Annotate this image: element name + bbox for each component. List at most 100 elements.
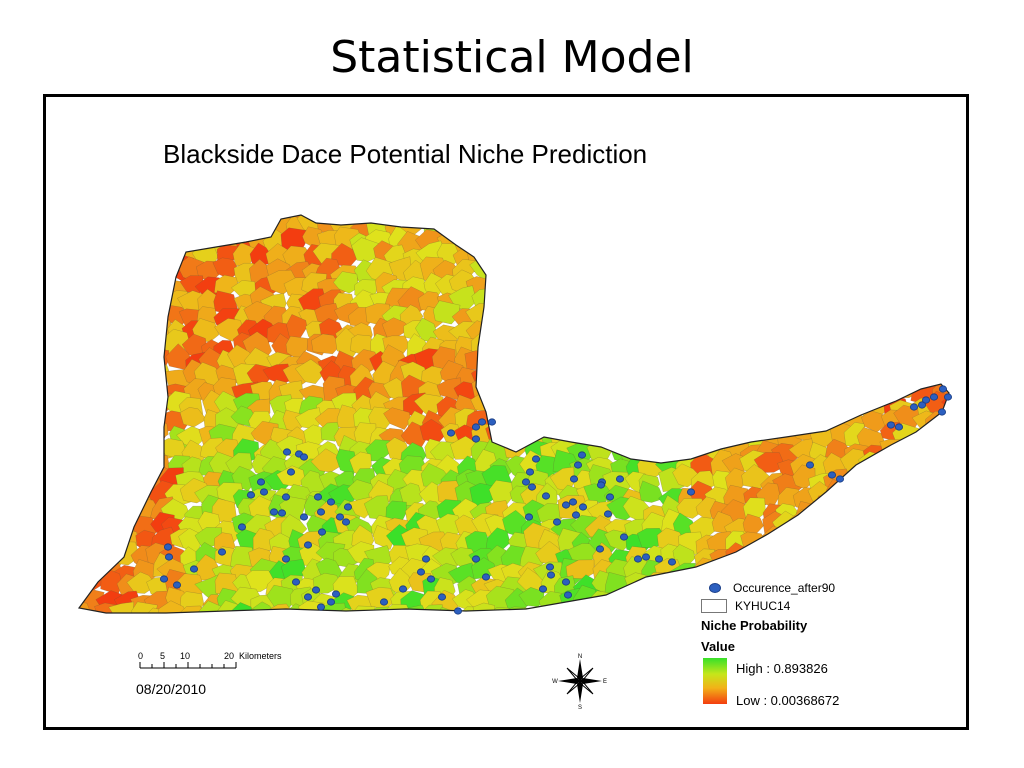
watershed-polygon	[924, 606, 949, 613]
watershed-polygon	[99, 215, 126, 238]
watershed-polygon	[590, 336, 617, 360]
watershed-polygon	[79, 278, 105, 301]
watershed-polygon	[948, 408, 949, 431]
occurrence-points	[160, 385, 953, 615]
watershed-polygon	[691, 232, 718, 255]
watershed-polygon	[872, 289, 901, 315]
occurrence-point	[597, 481, 606, 489]
watershed-polygon	[860, 274, 888, 302]
watershed-polygon	[667, 238, 696, 268]
watershed-polygon	[879, 497, 902, 520]
watershed-polygon	[657, 381, 686, 403]
watershed-polygon	[711, 226, 735, 250]
watershed-polygon	[118, 422, 142, 448]
watershed-polygon	[81, 380, 106, 409]
watershed-polygon	[673, 229, 701, 252]
watershed-polygon	[639, 215, 668, 240]
occurrence-point	[564, 591, 573, 599]
watershed-polygon	[606, 228, 635, 252]
watershed-polygon	[164, 228, 189, 256]
watershed-polygon	[846, 480, 871, 508]
legend-boundary: KYHUC14	[701, 599, 790, 613]
compass-n: N	[578, 654, 582, 660]
watershed-polygon	[747, 542, 771, 567]
watershed-polygon	[488, 232, 512, 252]
watershed-polygon	[779, 230, 806, 253]
watershed-polygon	[81, 609, 106, 613]
watershed-polygon	[779, 285, 805, 312]
watershed-polygon	[856, 509, 883, 535]
watershed-polygon	[79, 215, 87, 226]
watershed-polygon	[889, 474, 921, 498]
watershed-polygon	[922, 241, 949, 267]
watershed-polygon	[822, 225, 853, 250]
watershed-polygon	[570, 319, 599, 341]
watershed-polygon	[127, 369, 157, 390]
watershed-polygon	[79, 601, 93, 613]
watershed-polygon	[721, 299, 752, 327]
watershed-polygon	[539, 276, 564, 298]
watershed-polygon	[79, 511, 102, 538]
watershed-polygon	[678, 215, 702, 238]
watershed-polygon	[79, 347, 88, 370]
watershed-polygon	[748, 218, 771, 242]
watershed-polygon	[334, 215, 358, 223]
watershed-polygon	[214, 215, 247, 224]
watershed-polygon	[638, 601, 666, 613]
watershed-polygon	[728, 336, 755, 360]
watershed-polygon	[813, 289, 839, 316]
watershed-polygon	[117, 217, 146, 240]
watershed-polygon	[945, 424, 949, 449]
watershed-polygon	[79, 261, 86, 283]
watershed-polygon	[383, 407, 412, 430]
watershed-polygon	[882, 582, 909, 610]
watershed-polygon	[650, 293, 681, 318]
watershed-polygon	[826, 306, 851, 328]
occurrence-point	[421, 555, 430, 563]
watershed-polygon	[653, 277, 678, 300]
watershed-polygon	[789, 542, 818, 565]
watershed-polygon	[548, 256, 578, 279]
watershed-polygon	[95, 289, 122, 313]
watershed-polygon	[659, 301, 688, 323]
watershed-polygon	[113, 495, 139, 520]
watershed-polygon	[859, 316, 884, 346]
watershed-polygon	[891, 599, 921, 613]
watershed-polygon	[863, 541, 893, 568]
watershed-polygon	[587, 603, 617, 613]
watershed-polygon	[590, 215, 619, 234]
occurrence-point	[291, 578, 300, 586]
watershed-polygon	[926, 261, 949, 284]
watershed-polygon	[623, 606, 649, 613]
watershed-polygon	[97, 469, 128, 492]
watershed-polygon	[79, 575, 90, 595]
legend-section-title: Niche Probability	[701, 618, 808, 633]
watershed-polygon	[312, 215, 343, 222]
watershed-polygon	[553, 250, 579, 273]
watershed-polygon	[80, 533, 113, 554]
watershed-polygon	[109, 301, 135, 330]
occurrence-point	[572, 511, 581, 519]
watershed-polygon	[860, 360, 884, 383]
watershed-polygon	[486, 322, 517, 344]
watershed-polygon	[840, 570, 866, 594]
watershed-polygon	[894, 215, 919, 242]
watershed-polygon	[691, 268, 718, 299]
watershed-polygon	[79, 410, 94, 435]
watershed-polygon	[453, 216, 478, 236]
watershed-polygon	[794, 312, 822, 339]
watershed-polygon	[790, 217, 818, 239]
occurrence-point	[335, 513, 344, 521]
watershed-polygon	[590, 421, 616, 449]
watershed-polygon	[706, 215, 736, 227]
watershed-polygon	[623, 320, 647, 345]
watershed-polygon	[934, 421, 949, 450]
watershed-polygon	[882, 527, 904, 550]
watershed-polygon	[824, 244, 853, 264]
watershed-polygon	[654, 405, 684, 428]
occurrence-point	[642, 553, 651, 561]
watershed-polygon	[708, 403, 737, 427]
watershed-polygon	[913, 258, 939, 284]
watershed-polygon	[535, 337, 561, 362]
watershed-polygon	[943, 227, 949, 257]
